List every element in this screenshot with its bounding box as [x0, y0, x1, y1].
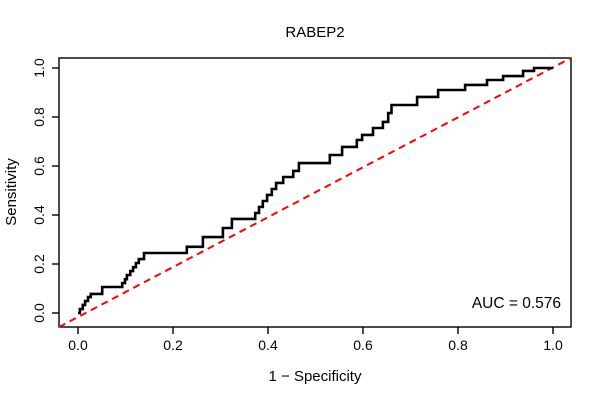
x-tick-label: 0.4 — [258, 337, 278, 353]
x-tick-label: 0.6 — [353, 337, 373, 353]
y-tick-label: 0.6 — [31, 156, 47, 176]
y-axis-label: Sensitivity — [3, 158, 20, 226]
y-tick-label: 1.0 — [31, 58, 47, 78]
x-tick-label: 0.2 — [163, 337, 183, 353]
x-axis: 0.0 0.2 0.4 0.6 0.8 1.0 — [68, 327, 563, 353]
reference-diagonal-line — [58, 57, 572, 328]
y-tick-label: 0.8 — [31, 107, 47, 127]
plot-box — [58, 57, 572, 328]
y-tick-label: 0.0 — [31, 303, 47, 323]
auc-annotation: AUC = 0.576 — [472, 295, 561, 312]
x-tick-label: 0.0 — [68, 337, 88, 353]
y-tick-label: 0.2 — [31, 254, 47, 274]
plot-title: RABEP2 — [285, 24, 344, 41]
x-tick-label: 1.0 — [543, 337, 563, 353]
x-tick-label: 0.8 — [448, 337, 468, 353]
x-axis-label: 1 − Specificity — [269, 368, 362, 385]
y-axis: 0.0 0.2 0.4 0.6 0.8 1.0 — [31, 58, 59, 323]
roc-curve-line — [78, 66, 553, 315]
y-tick-label: 0.4 — [31, 205, 47, 225]
